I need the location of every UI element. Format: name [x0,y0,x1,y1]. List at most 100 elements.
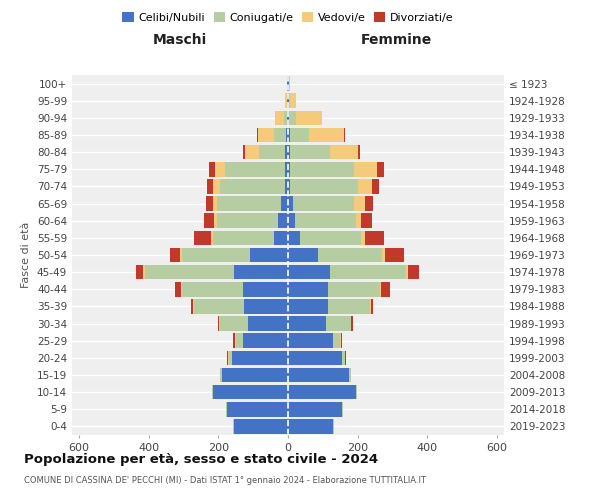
Bar [290,94,296,108]
Bar [349,368,351,382]
Bar [288,385,356,400]
Bar [213,179,220,194]
Bar [288,94,289,108]
Bar [193,299,194,314]
Bar [278,214,288,228]
Bar [341,334,342,348]
Bar [228,350,229,365]
Bar [227,350,228,365]
Bar [333,419,334,434]
Bar [326,316,351,331]
Bar [275,110,284,125]
Bar [250,248,288,262]
Bar [257,128,259,142]
Bar [243,334,288,348]
Bar [145,265,234,280]
Bar [227,402,288,416]
Bar [143,265,145,280]
Bar [220,179,284,194]
Bar [365,196,373,211]
Bar [382,248,385,262]
Bar [170,248,180,262]
Bar [194,299,244,314]
Bar [274,128,286,142]
Bar [207,179,213,194]
Bar [213,230,274,245]
Bar [288,196,293,211]
Bar [289,76,290,91]
Text: COMUNE DI CASSINA DE' PECCHI (MI) - Dati ISTAT 1° gennaio 2024 - Elaborazione TU: COMUNE DI CASSINA DE' PECCHI (MI) - Dati… [24,476,426,485]
Bar [290,145,330,160]
Bar [382,282,390,296]
Bar [317,248,382,262]
Bar [213,385,288,400]
Bar [248,316,288,331]
Bar [175,282,181,296]
Bar [234,419,288,434]
Bar [209,162,215,176]
Bar [285,145,288,160]
Bar [244,299,288,314]
Bar [290,162,354,176]
Bar [406,265,408,280]
Bar [287,94,288,108]
Bar [288,402,342,416]
Bar [296,110,322,125]
Bar [285,94,287,108]
Bar [214,214,217,228]
Bar [288,248,317,262]
Bar [288,419,333,434]
Bar [288,214,295,228]
Bar [206,196,213,211]
Bar [288,350,342,365]
Bar [274,230,288,245]
Bar [284,179,288,194]
Bar [191,299,193,314]
Bar [295,214,356,228]
Bar [344,128,346,142]
Bar [340,334,341,348]
Bar [371,299,373,314]
Bar [286,128,288,142]
Bar [352,316,353,331]
Bar [194,230,211,245]
Bar [293,196,354,211]
Bar [182,282,243,296]
Legend: Celibi/Nubili, Coniugati/e, Vedovi/e, Divorziati/e: Celibi/Nubili, Coniugati/e, Vedovi/e, Di… [118,8,458,28]
Bar [284,110,287,125]
Bar [371,179,379,194]
Bar [408,265,419,280]
Bar [288,334,333,348]
Bar [288,368,349,382]
Bar [222,368,288,382]
Bar [370,299,371,314]
Bar [182,248,250,262]
Bar [288,299,328,314]
Bar [287,76,288,91]
Bar [330,265,406,280]
Bar [233,334,235,348]
Bar [220,368,222,382]
Bar [333,334,340,348]
Bar [236,334,243,348]
Bar [226,402,227,416]
Bar [215,162,225,176]
Bar [309,128,344,142]
Bar [136,265,143,280]
Bar [330,145,358,160]
Bar [288,76,289,91]
Bar [300,230,361,245]
Bar [244,145,245,160]
Bar [259,128,274,142]
Bar [351,316,352,331]
Bar [288,128,290,142]
Bar [358,179,371,194]
Bar [328,299,370,314]
Bar [289,110,296,125]
Bar [290,128,309,142]
Bar [356,214,361,228]
Bar [288,265,330,280]
Bar [234,265,288,280]
Bar [288,110,289,125]
Bar [354,162,377,176]
